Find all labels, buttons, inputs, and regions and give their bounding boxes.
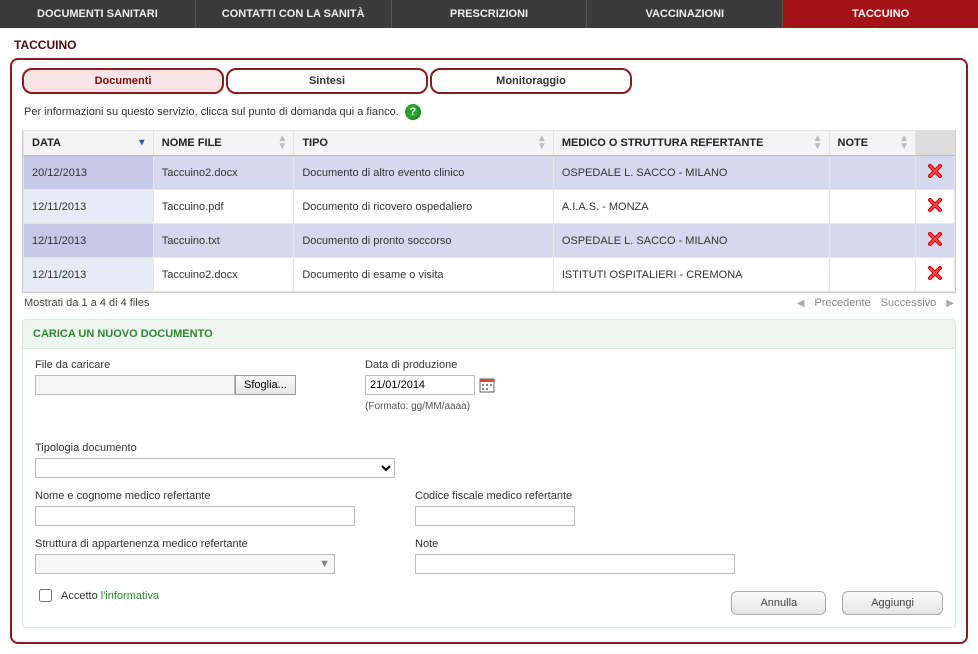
col-data[interactable]: DATA ▼ [24,131,154,156]
table-row: 12/11/2013Taccuino.txtDocumento di pront… [24,224,955,258]
info-text: Per informazioni su questo servizio, cli… [24,106,399,118]
col-medico-label: MEDICO O STRUTTURA REFERTANTE [562,137,764,149]
page-title: TACCUINO [0,28,978,58]
delete-icon[interactable] [927,265,943,281]
sort-icon: ▲▼ [813,135,823,151]
table-count: Mostrati da 1 a 4 di 4 files [24,297,149,309]
struttura-label: Struttura di appartenenza medico referta… [35,538,355,550]
col-medico[interactable]: MEDICO O STRUTTURA REFERTANTE ▲▼ [553,131,829,156]
date-input[interactable] [365,375,475,395]
pager-prev[interactable]: Precedente [814,297,870,309]
cell-tipo: Documento di altro evento clinico [294,156,554,190]
tab-monitoraggio[interactable]: Monitoraggio [430,68,632,94]
table-row: 12/11/2013Taccuino.pdfDocumento di ricov… [24,190,955,224]
topnav-item-prescrizioni[interactable]: PRESCRIZIONI [392,0,588,28]
topnav-item-documenti-sanitari[interactable]: DOCUMENTI SANITARI [0,0,196,28]
cf-medico-label: Codice fiscale medico refertante [415,490,735,502]
cf-medico-input[interactable] [415,506,575,526]
calendar-icon[interactable] [479,377,495,393]
sort-icon: ▲▼ [537,135,547,151]
cell-nome: Taccuino2.docx [153,156,294,190]
note-label: Note [415,538,735,550]
cell-data: 12/11/2013 [24,258,154,292]
cell-tipo: Documento di esame o visita [294,258,554,292]
cell-medico: OSPEDALE L. SACCO - MILANO [553,224,829,258]
accetto-checkbox[interactable] [39,589,52,602]
nome-medico-label: Nome e cognome medico refertante [35,490,355,502]
cell-data: 12/11/2013 [24,190,154,224]
accetto-label: Accetto l'informativa [61,590,159,602]
tab-documenti[interactable]: Documenti [22,68,224,94]
delete-icon[interactable] [927,231,943,247]
col-note-label: NOTE [838,137,869,149]
col-tipo-label: TIPO [302,137,328,149]
table-row: 20/12/2013Taccuino2.docxDocumento di alt… [24,156,955,190]
col-actions [916,131,955,156]
upload-panel: CARICA UN NUOVO DOCUMENTO File da carica… [22,319,956,628]
tabs: Documenti Sintesi Monitoraggio [22,68,956,94]
annulla-button[interactable]: Annulla [731,591,826,615]
delete-icon[interactable] [927,163,943,179]
date-label: Data di produzione [365,359,555,371]
struttura-select[interactable]: ▼ [35,554,335,574]
sort-icon: ▲▼ [899,135,909,151]
col-data-label: DATA [32,137,61,149]
cell-medico: OSPEDALE L. SACCO - MILANO [553,156,829,190]
sort-desc-icon: ▼ [137,138,147,149]
delete-icon[interactable] [927,197,943,213]
pager: ◀ Precedente Successivo ▶ [797,297,954,309]
pager-next-icon[interactable]: ▶ [946,298,954,309]
main-frame: Documenti Sintesi Monitoraggio Per infor… [10,58,968,644]
cell-medico: A.I.A.S. - MONZA [553,190,829,224]
topnav-item-contatti[interactable]: CONTATTI CON LA SANITÀ [196,0,392,28]
date-format-hint: (Formato: gg/MM/aaaa) [365,401,555,412]
nome-medico-input[interactable] [35,506,355,526]
pager-next[interactable]: Successivo [881,297,937,309]
browse-button[interactable]: Sfoglia... [235,375,296,395]
help-icon[interactable]: ? [405,104,421,120]
cell-tipo: Documento di pronto soccorso [294,224,554,258]
top-nav: DOCUMENTI SANITARI CONTATTI CON LA SANIT… [0,0,978,28]
col-tipo[interactable]: TIPO ▲▼ [294,131,554,156]
cell-medico: ISTITUTI OSPITALIERI - CREMONA [553,258,829,292]
cell-nome: Taccuino2.docx [153,258,294,292]
file-input[interactable] [35,375,235,395]
col-nome-file[interactable]: NOME FILE ▲▼ [153,131,294,156]
file-label: File da caricare [35,359,335,371]
cell-note [829,258,916,292]
cell-tipo: Documento di ricovero ospedaliero [294,190,554,224]
sort-icon: ▲▼ [277,135,287,151]
tipologia-label: Tipologia documento [35,442,395,454]
note-input[interactable] [415,554,735,574]
pager-prev-icon[interactable]: ◀ [797,298,805,309]
topnav-item-vaccinazioni[interactable]: VACCINAZIONI [587,0,783,28]
informativa-link[interactable]: l'informativa [101,590,159,602]
col-note[interactable]: NOTE ▲▼ [829,131,916,156]
tab-sintesi[interactable]: Sintesi [226,68,428,94]
cell-note [829,190,916,224]
info-line: Per informazioni su questo servizio, cli… [24,104,954,120]
cell-data: 12/11/2013 [24,224,154,258]
cell-note [829,156,916,190]
table-row: 12/11/2013Taccuino2.docxDocumento di esa… [24,258,955,292]
tipologia-select[interactable] [35,458,395,478]
accetto-prefix: Accetto [61,590,101,602]
documents-table: DATA ▼ NOME FILE ▲▼ TIPO ▲▼ MEDICO O STR… [22,130,956,293]
aggiungi-button[interactable]: Aggiungi [842,591,943,615]
table-footer: Mostrati da 1 a 4 di 4 files ◀ Precedent… [24,297,954,309]
cell-nome: Taccuino.pdf [153,190,294,224]
topnav-item-taccuino[interactable]: TACCUINO [783,0,978,28]
cell-nome: Taccuino.txt [153,224,294,258]
cell-data: 20/12/2013 [24,156,154,190]
cell-note [829,224,916,258]
upload-header: CARICA UN NUOVO DOCUMENTO [23,320,955,349]
col-nome-label: NOME FILE [162,137,222,149]
